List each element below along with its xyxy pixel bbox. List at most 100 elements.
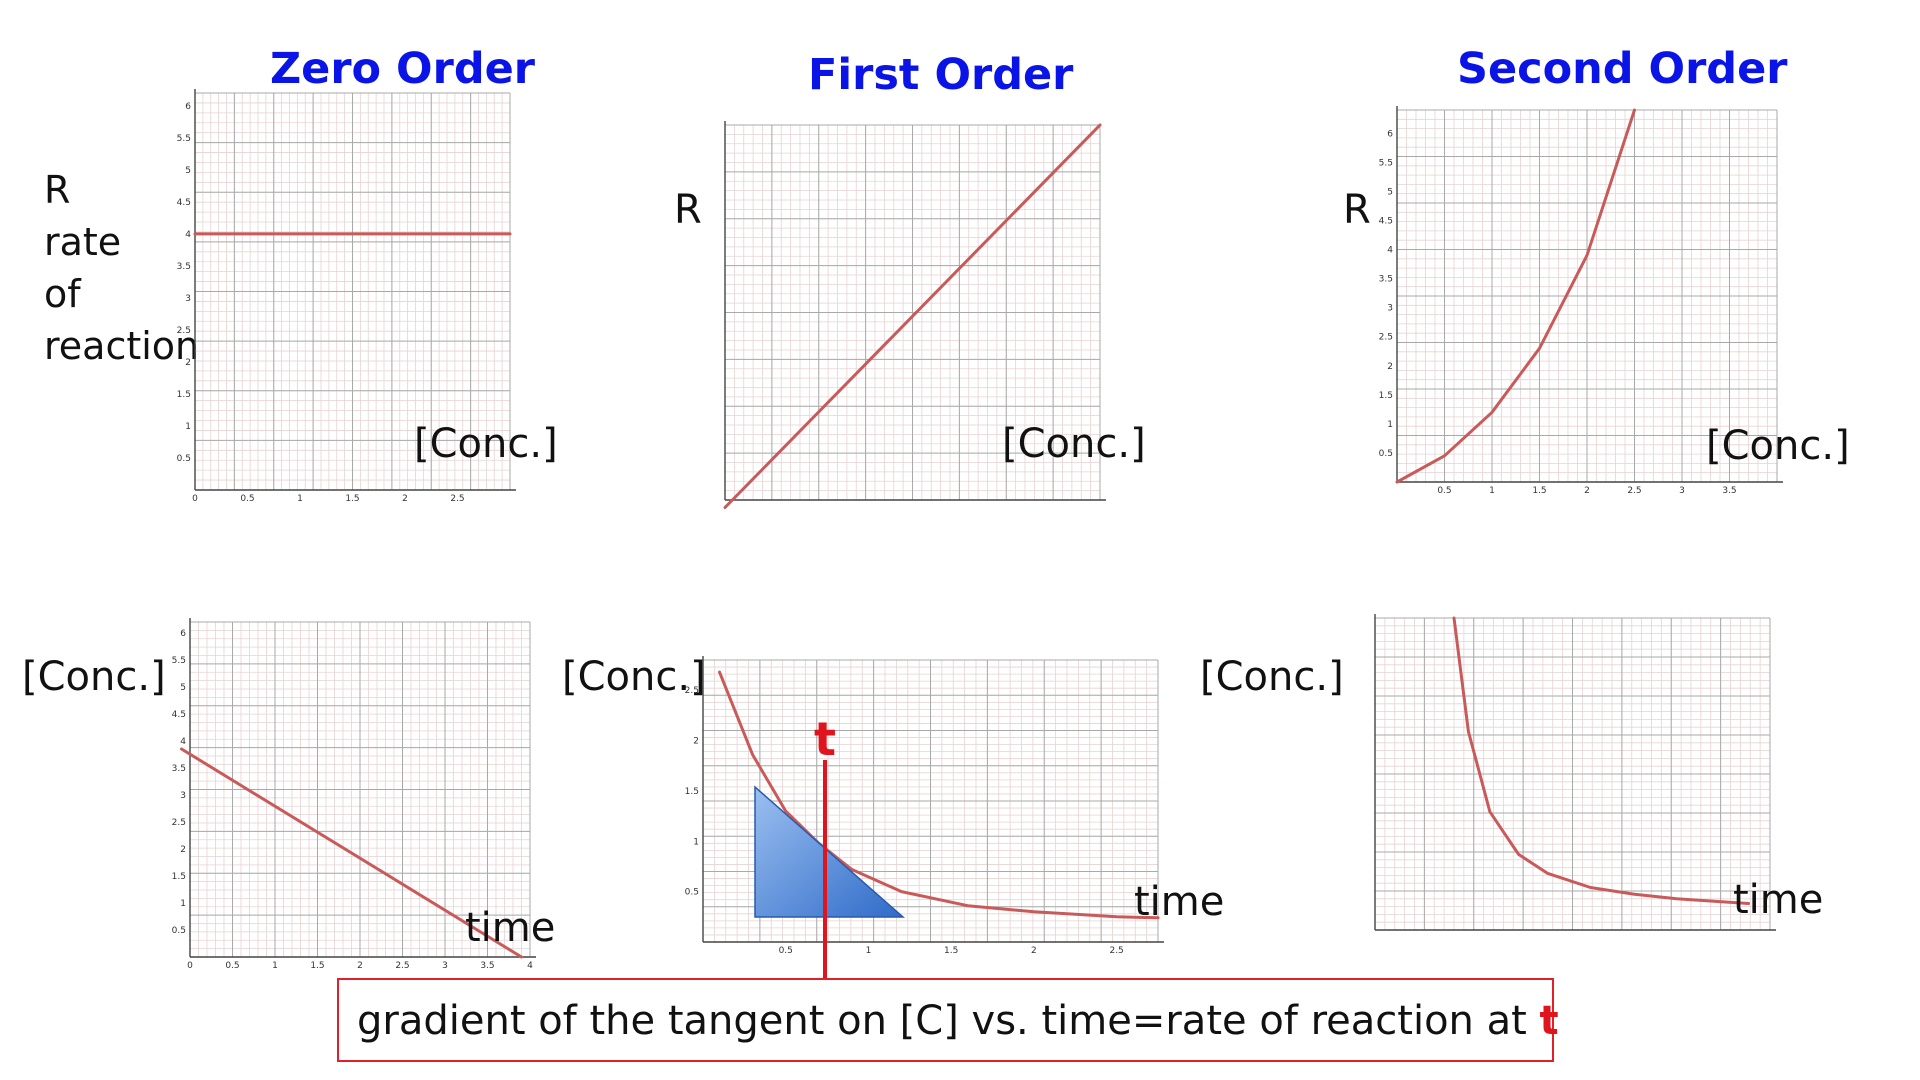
second-order-y-label: R — [1343, 187, 1371, 233]
tangent-note-t: t — [1539, 998, 1559, 1044]
x-tick-label: 1.5 — [1532, 486, 1546, 496]
second-order-title: Second Order — [1457, 44, 1788, 94]
tangent-note-box: gradient of the tangent on [C] vs. time=… — [337, 978, 1559, 1062]
y-tick-label: 4.5 — [177, 198, 191, 208]
zero-order-conc-y-label: [Conc.] — [22, 654, 166, 700]
reaction-word: reaction — [44, 324, 200, 368]
x-tick-label: 2 — [1031, 946, 1037, 956]
second-order-time-label: time — [1733, 877, 1824, 923]
y-tick-label: 2.5 — [1379, 333, 1393, 343]
x-tick-label: 1 — [272, 961, 278, 971]
y-tick-label: 4 — [180, 737, 186, 747]
y-tick-label: 1 — [693, 837, 699, 847]
series-line — [1452, 616, 1750, 905]
x-tick-label: 3.5 — [1722, 486, 1736, 496]
x-tick-label: 1.5 — [310, 961, 324, 971]
y-tick-label: 5 — [1387, 187, 1393, 197]
x-tick-label: 0.5 — [225, 961, 239, 971]
y-tick-label: 1 — [185, 422, 191, 432]
x-tick-label: 2 — [357, 961, 363, 971]
first-order-conc-y-label: [Conc.] — [562, 654, 706, 700]
x-tick-label: 1.5 — [345, 494, 359, 504]
first-order-rate-chart — [723, 121, 1106, 509]
y-tick-label: 1.5 — [177, 390, 191, 400]
y-tick-label: 2 — [185, 358, 191, 368]
of-word: of — [44, 272, 81, 316]
series-line — [723, 123, 1102, 509]
y-tick-label: 5.5 — [172, 656, 186, 666]
first-order-time-label: time — [1134, 879, 1225, 925]
y-tick-label: 4.5 — [1379, 216, 1393, 226]
x-tick-label: 2 — [402, 494, 408, 504]
y-tick-label: 6 — [180, 629, 186, 639]
rate-word: rate — [44, 220, 122, 264]
y-tick-label: 3 — [185, 294, 191, 304]
x-tick-label: 0.5 — [1437, 486, 1451, 496]
y-tick-label: 1 — [1387, 420, 1393, 430]
x-tick-label: 3 — [442, 961, 448, 971]
x-tick-label: 4 — [527, 961, 533, 971]
x-tick-label: 2.5 — [1627, 486, 1641, 496]
y-tick-label: 5 — [180, 683, 186, 693]
zero-order-time-label: time — [465, 905, 556, 951]
y-tick-label: 6 — [185, 102, 191, 112]
series-line — [1395, 108, 1636, 484]
x-tick-label: 0 — [192, 494, 198, 504]
zero-order-rate-chart: 0 0.5 1 1.5 2 2.5 0.5 1 1.5 2 2.5 3 3.5 4 4.5 5 5.5 6 — [177, 89, 516, 504]
y-tick-label: 5 — [185, 166, 191, 176]
second-order-conc-y-label: [Conc.] — [1200, 654, 1344, 700]
zero-order-title: Zero Order — [270, 44, 535, 94]
second-order-conc-time-chart — [1374, 614, 1776, 931]
x-tick-label: 2.5 — [1109, 946, 1123, 956]
tangent-note-main: gradient of the tangent on [C] vs. time=… — [357, 998, 1540, 1044]
y-tick-label: 1.5 — [172, 872, 186, 882]
x-tick-label: 0.5 — [240, 494, 254, 504]
y-tick-label: 4 — [185, 230, 191, 240]
series-line — [718, 670, 1160, 920]
y-tick-label: 3 — [1387, 304, 1393, 314]
x-tick-label: 0 — [187, 961, 193, 971]
y-tick-label: 3.5 — [177, 262, 191, 272]
y-tick-label: 3 — [180, 791, 186, 801]
series-line — [180, 747, 523, 959]
x-tick-label: 1 — [866, 946, 872, 956]
x-tick-label: 2.5 — [450, 494, 464, 504]
y-tick-label: 1 — [180, 899, 186, 909]
rate-R-label: R — [44, 168, 71, 212]
y-tick-label: 2 — [693, 737, 699, 747]
first-order-conc-time-chart: 0.5 1 1.5 2 2.5 0.5 1 1.5 2 2.5 — [685, 656, 1164, 978]
x-tick-label: 0.5 — [779, 946, 793, 956]
y-tick-label: 1.5 — [685, 787, 699, 797]
tangent-triangle — [754, 785, 905, 918]
y-tick-label: 2 — [1387, 362, 1393, 372]
y-tick-label: 3.5 — [172, 764, 186, 774]
y-tick-label: 3.5 — [1379, 275, 1393, 285]
x-tick-label: 1 — [1489, 486, 1495, 496]
y-tick-label: 6 — [1387, 129, 1393, 139]
y-tick-label: 4.5 — [172, 710, 186, 720]
x-tick-label: 2.5 — [395, 961, 409, 971]
y-tick-label: 0.5 — [685, 888, 699, 898]
second-order-x-label: [Conc.] — [1706, 423, 1850, 469]
y-tick-label: 1.5 — [1379, 391, 1393, 401]
x-tick-label: 1 — [297, 494, 303, 504]
tangent-note-text: gradient of the tangent on [C] vs. time=… — [357, 998, 1559, 1044]
second-order-rate-chart: 0.5 1 1.5 2 2.5 3 3.5 0.5 1 1.5 2 2.5 3 3.5 4 4.5 5 5.5 6 — [1379, 106, 1783, 496]
zero-order-y-label: R rate of reaction — [44, 164, 199, 372]
y-tick-label: 0.5 — [172, 926, 186, 936]
y-tick-label: 2.5 — [685, 686, 699, 696]
x-tick-label: 1.5 — [944, 946, 958, 956]
t-marker-label: t — [814, 712, 836, 766]
y-tick-label: 0.5 — [177, 454, 191, 464]
y-tick-label: 5.5 — [1379, 158, 1393, 168]
first-order-y-label: R — [674, 187, 702, 233]
y-tick-label: 5.5 — [177, 134, 191, 144]
first-order-title: First Order — [808, 50, 1074, 100]
zero-order-x-label: [Conc.] — [414, 421, 558, 467]
x-tick-label: 2 — [1584, 486, 1590, 496]
y-tick-label: 2.5 — [172, 818, 186, 828]
y-tick-label: 4 — [1387, 246, 1393, 256]
x-tick-label: 3.5 — [480, 961, 494, 971]
y-tick-label: 0.5 — [1379, 449, 1393, 459]
y-tick-label: 2 — [180, 845, 186, 855]
